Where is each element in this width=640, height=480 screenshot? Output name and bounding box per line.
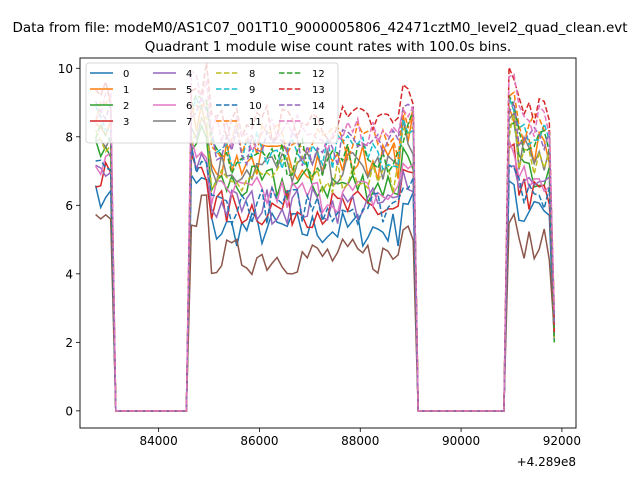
series-line-12 (94, 94, 556, 412)
x-offset-label: +4.289e8 (517, 455, 576, 469)
legend-label: 14 (312, 101, 325, 112)
legend-label: 10 (249, 101, 262, 112)
y-tick-label: 0 (65, 404, 73, 418)
y-tick-label: 10 (58, 62, 73, 76)
x-axis: 84000 86000 88000 90000 92000 (140, 428, 581, 448)
legend-label: 15 (312, 117, 325, 128)
x-tick-label: 86000 (240, 434, 278, 448)
legend-box (85, 62, 339, 144)
y-axis: 0 2 4 6 8 10 (58, 62, 80, 418)
y-tick-label: 6 (65, 199, 73, 213)
series-line-15 (95, 69, 556, 412)
legend-label: 12 (312, 69, 325, 80)
legend-label: 4 (186, 69, 192, 80)
x-tick-label: 92000 (543, 434, 581, 448)
legend-label: 0 (123, 69, 129, 80)
y-tick-label: 8 (65, 130, 73, 144)
legend-label: 2 (123, 101, 129, 112)
legend-label: 7 (186, 117, 192, 128)
y-tick-label: 2 (65, 336, 73, 350)
legend-label: 11 (249, 117, 262, 128)
x-tick-label: 88000 (341, 434, 379, 448)
legend-label: 13 (312, 85, 325, 96)
legend-label: 1 (123, 85, 129, 96)
y-tick-label: 4 (65, 267, 73, 281)
legend-label: 3 (123, 117, 129, 128)
chart-title: Quadrant 1 module wise count rates with … (145, 39, 511, 55)
x-tick-label: 84000 (140, 434, 178, 448)
legend-label: 8 (249, 69, 255, 80)
legend-label: 9 (249, 85, 255, 96)
plot-frame (79, 57, 577, 429)
legend-label: 5 (186, 85, 192, 96)
x-tick-label: 90000 (442, 434, 480, 448)
suptitle: Data from file: modeM0/AS1C07_001T10_900… (12, 20, 627, 36)
legend-label: 6 (186, 101, 192, 112)
